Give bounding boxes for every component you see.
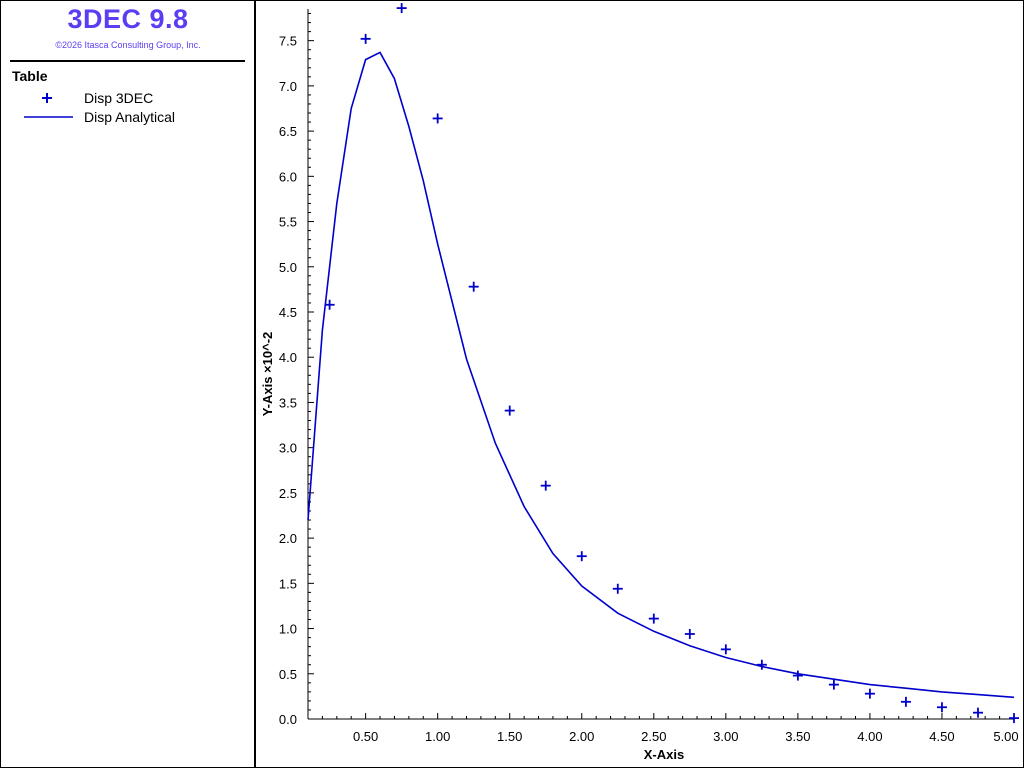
series-point-disp-3dec xyxy=(540,480,551,491)
series-point-disp-3dec xyxy=(648,613,659,624)
legend-item-disp-3dec: Disp 3DEC xyxy=(24,89,244,107)
x-tick-label: 3.00 xyxy=(713,729,738,744)
series-line-disp-analytical xyxy=(307,51,1015,699)
y-tick-label: 2.5 xyxy=(279,486,297,501)
y-tick-label: 2.0 xyxy=(279,531,297,546)
series-point-disp-3dec xyxy=(972,707,983,718)
y-tick-label: 0.0 xyxy=(279,712,297,727)
legend-title: Table xyxy=(12,68,48,84)
y-tick-label: 1.5 xyxy=(279,576,297,591)
y-tick-label: 4.0 xyxy=(279,350,297,365)
series-point-disp-3dec xyxy=(828,679,839,690)
series-point-disp-3dec xyxy=(756,659,767,670)
series-point-disp-3dec xyxy=(468,281,479,292)
series-point-disp-3dec xyxy=(324,299,335,310)
series-point-disp-3dec xyxy=(792,670,803,681)
series-point-disp-3dec xyxy=(936,702,947,713)
x-tick-label: 1.00 xyxy=(425,729,450,744)
y-tick-label: 7.5 xyxy=(279,34,297,49)
axes: 0.0 0.5 1.0 1.5 2.0 2.5 3.0 3.5 4.0 4.5 5.0 5.5 6.0 6… xyxy=(260,9,1019,762)
x-tick-label: 3.50 xyxy=(785,729,810,744)
x-tick-label: 2.50 xyxy=(641,729,666,744)
y-tick-label: 4.5 xyxy=(279,305,297,320)
y-tick-label: 6.5 xyxy=(279,124,297,139)
series-point-disp-3dec xyxy=(612,583,623,594)
series-point-disp-3dec xyxy=(1009,713,1019,724)
legend-label: Disp 3DEC xyxy=(84,90,154,106)
y-tick-label: 7.0 xyxy=(279,79,297,94)
y-tick-label: 0.5 xyxy=(279,667,297,682)
x-axis-title: X-Axis xyxy=(644,747,684,762)
series-point-disp-3dec xyxy=(684,628,695,639)
copyright-text: ©2026 Itasca Consulting Group, Inc. xyxy=(55,40,201,50)
series-point-disp-3dec xyxy=(396,3,407,14)
y-tick-label: 3.0 xyxy=(279,441,297,456)
y-tick-label: 5.0 xyxy=(279,260,297,275)
chart-plot: 0.0 0.5 1.0 1.5 2.0 2.5 3.0 3.5 4.0 4.5 5.0 5.5 6.0 6… xyxy=(260,3,1019,762)
x-tick-label: 1.50 xyxy=(497,729,522,744)
x-tick-label: 4.50 xyxy=(929,729,954,744)
series-point-disp-3dec xyxy=(900,696,911,707)
y-tick-label: 1.0 xyxy=(279,622,297,637)
legend-item-disp-analytical: Disp Analytical xyxy=(24,108,244,126)
x-tick-label: 2.00 xyxy=(569,729,594,744)
legend-label: Disp Analytical xyxy=(84,109,176,125)
series-point-disp-3dec xyxy=(432,113,443,124)
y-axis-title: Y-Axis ×10^-2 xyxy=(260,332,275,417)
x-tick-label: 4.00 xyxy=(857,729,882,744)
series-point-disp-3dec xyxy=(576,551,587,562)
series-point-disp-3dec xyxy=(360,33,371,44)
y-tick-label: 6.0 xyxy=(279,169,297,184)
chart-marks xyxy=(307,3,1019,724)
legend-panel: 3DEC 9.8 ©2026 Itasca Consulting Group, … xyxy=(0,0,256,768)
title-divider xyxy=(10,60,245,62)
series-point-disp-3dec xyxy=(720,644,731,655)
y-tick-label: 5.5 xyxy=(279,215,297,230)
plus-marker-icon xyxy=(42,93,52,103)
x-tick-label: 0.50 xyxy=(353,729,378,744)
x-tick-label: 5.00 xyxy=(993,729,1018,744)
y-tick-label: 3.5 xyxy=(279,395,297,410)
series-point-disp-3dec xyxy=(504,405,515,416)
line-marker-icon xyxy=(24,116,73,118)
series-point-disp-3dec xyxy=(864,688,875,699)
app-title: 3DEC 9.8 xyxy=(67,4,189,34)
